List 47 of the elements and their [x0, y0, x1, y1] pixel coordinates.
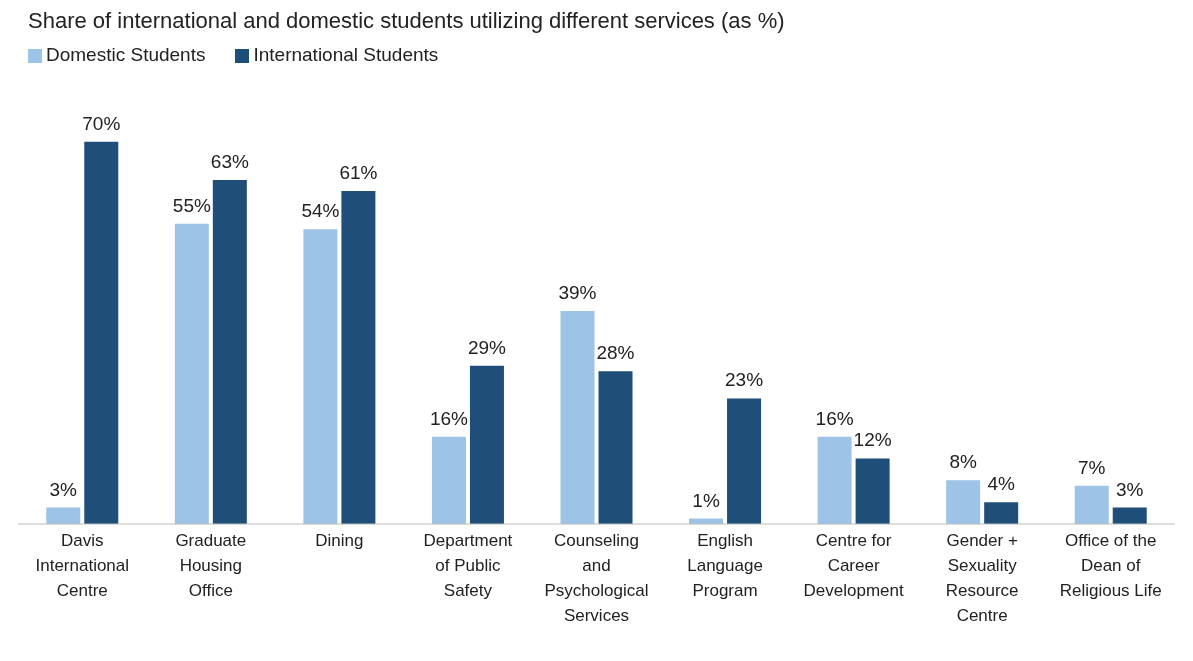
x-tick-label: English Language Program [687, 531, 763, 600]
bar [598, 371, 633, 524]
data-label: 63% [210, 151, 249, 173]
data-label: 55% [172, 194, 211, 216]
bar [946, 480, 981, 524]
data-label: 12% [853, 429, 892, 451]
bar [46, 507, 81, 524]
data-label: 3% [1115, 478, 1144, 500]
x-tick-label: Centre for Career Development [803, 531, 904, 600]
bar [984, 502, 1019, 524]
data-label: 70% [82, 112, 121, 134]
data-label: 39% [558, 282, 597, 304]
x-tick-label: Gender + Sexuality Resource Centre [945, 531, 1019, 625]
bar [469, 365, 504, 524]
x-tick-label: Davis International Centre [35, 531, 130, 600]
x-tick-label: Counseling and Psychological Services [544, 531, 649, 625]
x-tick-label: Office of the Dean of Religious Life [1059, 531, 1162, 600]
data-label: 23% [725, 369, 764, 391]
bar [84, 141, 119, 524]
data-label: 61% [339, 161, 378, 183]
bar [1112, 507, 1147, 524]
x-tick-label: Graduate Housing Office [175, 531, 247, 600]
data-label: 54% [301, 200, 340, 222]
data-label: 1% [692, 489, 720, 511]
bar [727, 398, 762, 524]
bar [431, 436, 466, 524]
legend-label: International Students [253, 44, 439, 65]
data-label: 7% [1077, 456, 1106, 478]
x-tick-label: Dining [315, 531, 364, 550]
data-label: 3% [49, 478, 78, 500]
bar [817, 436, 852, 524]
chart-title: Share of international and domestic students utilizing different services (as %) [28, 8, 786, 34]
data-label: 16% [429, 407, 469, 429]
data-label: 16% [815, 407, 854, 429]
bar [174, 223, 209, 524]
bar [855, 458, 890, 524]
bar [341, 190, 376, 524]
bar [560, 311, 595, 524]
bar [1074, 485, 1109, 524]
data-label: 8% [949, 451, 977, 473]
bar [303, 229, 338, 524]
data-label: 29% [467, 336, 507, 358]
legend-label: Domestic Students [46, 44, 206, 65]
x-tick-label: Department of Public Safety [423, 531, 513, 600]
bar [212, 180, 247, 524]
data-label: 4% [987, 473, 1015, 495]
data-label: 28% [596, 342, 635, 364]
